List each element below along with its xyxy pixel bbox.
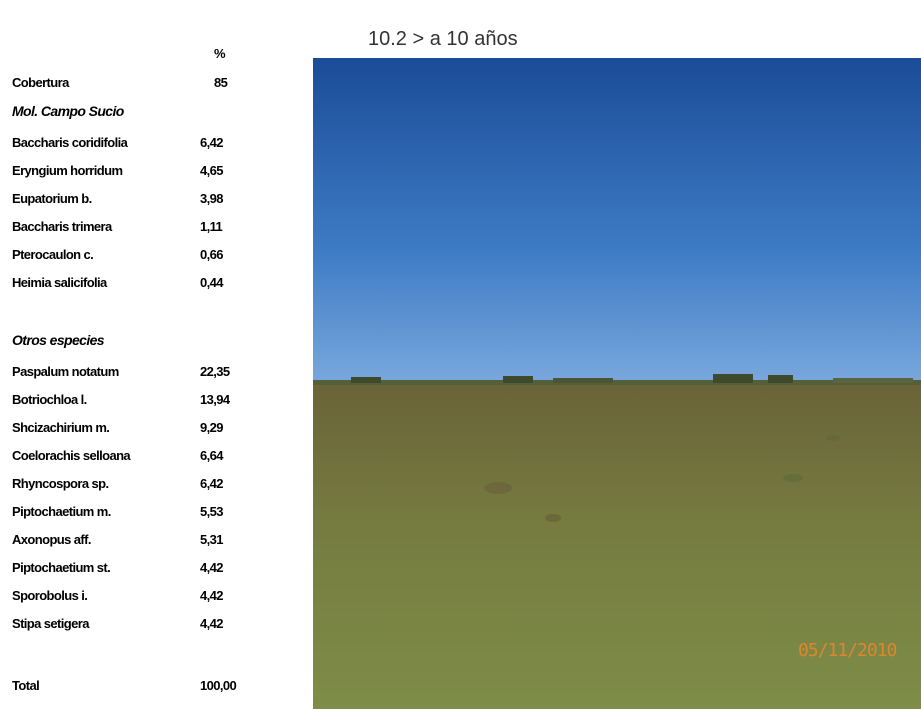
row-value: 13,94 [200, 392, 230, 407]
row-value: 5,31 [200, 532, 224, 547]
row-label: Eryngium horridum [12, 163, 123, 178]
row-label: Coelorachis selloana [12, 448, 131, 463]
row-value: 3,98 [200, 191, 224, 206]
column-header: % [214, 46, 226, 61]
section-title: Otros especies [12, 332, 105, 348]
row-value: 1,11 [200, 219, 223, 234]
row-label: Rhyncospora sp. [12, 476, 109, 491]
row-value: 4,42 [200, 616, 224, 631]
row-value: 6,42 [200, 476, 224, 491]
row-label: Piptochaetium m. [12, 504, 111, 519]
row-label: Shcizachirium m. [12, 420, 110, 435]
row-label: Pterocaulon c. [12, 247, 94, 262]
row-label: Heimia salicifolia [12, 275, 107, 290]
row-value: 0,66 [200, 247, 224, 262]
row-value: 4,65 [200, 163, 224, 178]
row-label: Cobertura [12, 75, 69, 90]
section-title: Mol. Campo Sucio [12, 103, 124, 119]
row-value: 4,42 [200, 560, 224, 575]
row-value: 5,53 [200, 504, 224, 519]
total-value: 100,00 [200, 678, 237, 693]
row-label: Paspalum notatum [12, 364, 119, 379]
row-value: 0,44 [200, 275, 224, 290]
row-value: 22,35 [200, 364, 230, 379]
row-label: Axonopus aff. [12, 532, 91, 547]
photo [313, 58, 921, 709]
row-label: Sporobolus i. [12, 588, 88, 603]
slide-title: 10.2 > a 10 años [368, 28, 518, 50]
row-value: 85 [214, 75, 228, 90]
row-value: 6,64 [200, 448, 224, 463]
row-label: Baccharis coridifolia [12, 135, 128, 150]
date-stamp: 05/11/2010 [798, 640, 897, 661]
row-value: 4,42 [200, 588, 224, 603]
row-value: 9,29 [200, 420, 224, 435]
row-label: Piptochaetium st. [12, 560, 111, 575]
row-label: Baccharis trimera [12, 219, 112, 234]
row-value: 6,42 [200, 135, 224, 150]
row-label: Eupatorium b. [12, 191, 92, 206]
row-label: Botriochloa l. [12, 392, 87, 407]
total-label: Total [12, 678, 40, 693]
row-label: Stipa setigera [12, 616, 89, 631]
